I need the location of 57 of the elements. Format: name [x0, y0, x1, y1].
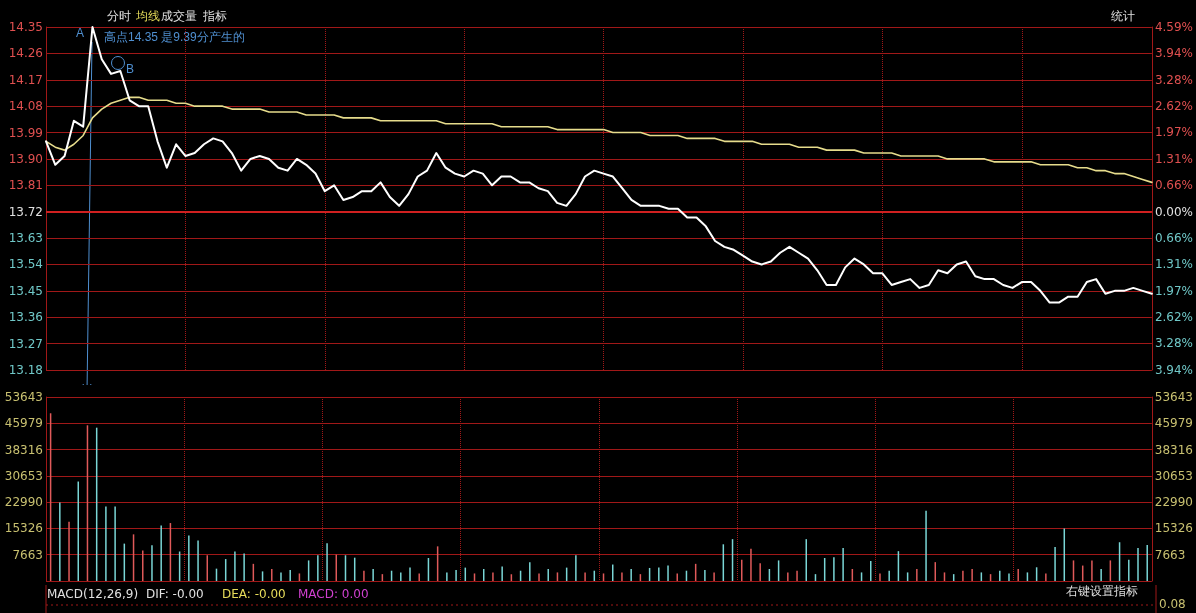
y2-tick-label: 0.00% — [1154, 204, 1193, 219]
y2-tick-label: 30653 — [1154, 468, 1194, 483]
y-tick-label: 45979 — [4, 416, 43, 431]
text: 统计 — [1111, 9, 1135, 23]
y2-tick-label: 3.28% — [1154, 72, 1193, 87]
y-tick-label: 13.63 — [8, 231, 43, 246]
y2-tick-label: 2.62% — [1154, 99, 1193, 114]
y2-tick-label: 0.66% — [1154, 231, 1193, 246]
y-tick-label: 53643 — [4, 390, 43, 404]
text: 指标 — [202, 9, 227, 23]
y-tick-label: 13.99 — [8, 125, 43, 140]
y2-tick-label: 3.28% — [1154, 336, 1193, 351]
y-tick-label: 14.26 — [8, 46, 43, 61]
y2-tick-label: 1.97% — [1154, 125, 1193, 140]
y2-tick-label: 45979 — [1154, 416, 1194, 431]
text: 右键设置指标 — [1066, 584, 1138, 598]
y-tick-label: 14.08 — [8, 99, 43, 114]
y2-tick-label: 1.31% — [1154, 257, 1193, 272]
text: 均线 — [135, 9, 160, 23]
text: DEA: -0.00 — [222, 587, 286, 601]
text: DIF: -0.00 — [146, 587, 204, 601]
line-series — [45, 96, 1153, 184]
y-tick-label: 7663 — [12, 547, 43, 562]
text: 分时 — [107, 9, 131, 23]
y-tick-label: 13.90 — [8, 151, 43, 166]
y2-tick-label: 4.59% — [1154, 20, 1193, 34]
y2-tick-label: 15326 — [1154, 521, 1194, 536]
y-tick-label: 13.18 — [8, 363, 43, 377]
y2-tick-label: 22990 — [1154, 495, 1194, 510]
text: MACD(12,26,9) — [47, 587, 139, 601]
y2-tick-label: 1.97% — [1154, 283, 1193, 298]
y-tick-label: 13.81 — [8, 178, 43, 193]
text: 成交量 — [161, 9, 197, 23]
y2-tick-label: 3.94% — [1154, 46, 1193, 61]
y-tick-label: 14.35 — [8, 20, 43, 34]
annotation: B — [126, 62, 135, 76]
y2-tick-label: 7663 — [1154, 547, 1186, 562]
y2-tick-label: 38316 — [1154, 442, 1194, 457]
y-tick-label: 14.17 — [8, 72, 43, 87]
annotation: A — [76, 26, 85, 40]
y-tick-label: 22990 — [4, 495, 43, 510]
text: 0.08 — [1159, 597, 1186, 611]
y2-tick-label: 1.31% — [1154, 151, 1193, 166]
y-tick-label: 13.45 — [8, 283, 43, 298]
y-tick-label: 30653 — [4, 468, 43, 483]
y-tick-label: 13.36 — [8, 310, 43, 325]
y2-tick-label: 2.62% — [1154, 309, 1193, 324]
y-tick-label: 13.27 — [8, 336, 43, 351]
y2-tick-label: 3.94% — [1154, 363, 1193, 377]
y-tick-label: 13.54 — [8, 257, 43, 272]
text: MACD: 0.00 — [298, 587, 369, 601]
y2-tick-label: 0.66% — [1154, 178, 1193, 193]
y2-tick-label: 53643 — [1154, 390, 1194, 404]
y-tick-label: 13.72 — [8, 204, 43, 219]
y-tick-label: 15326 — [4, 521, 43, 536]
y-tick-label: 38316 — [4, 442, 43, 457]
annotation: 高点14.35 是9.39分产生的 — [104, 30, 245, 44]
